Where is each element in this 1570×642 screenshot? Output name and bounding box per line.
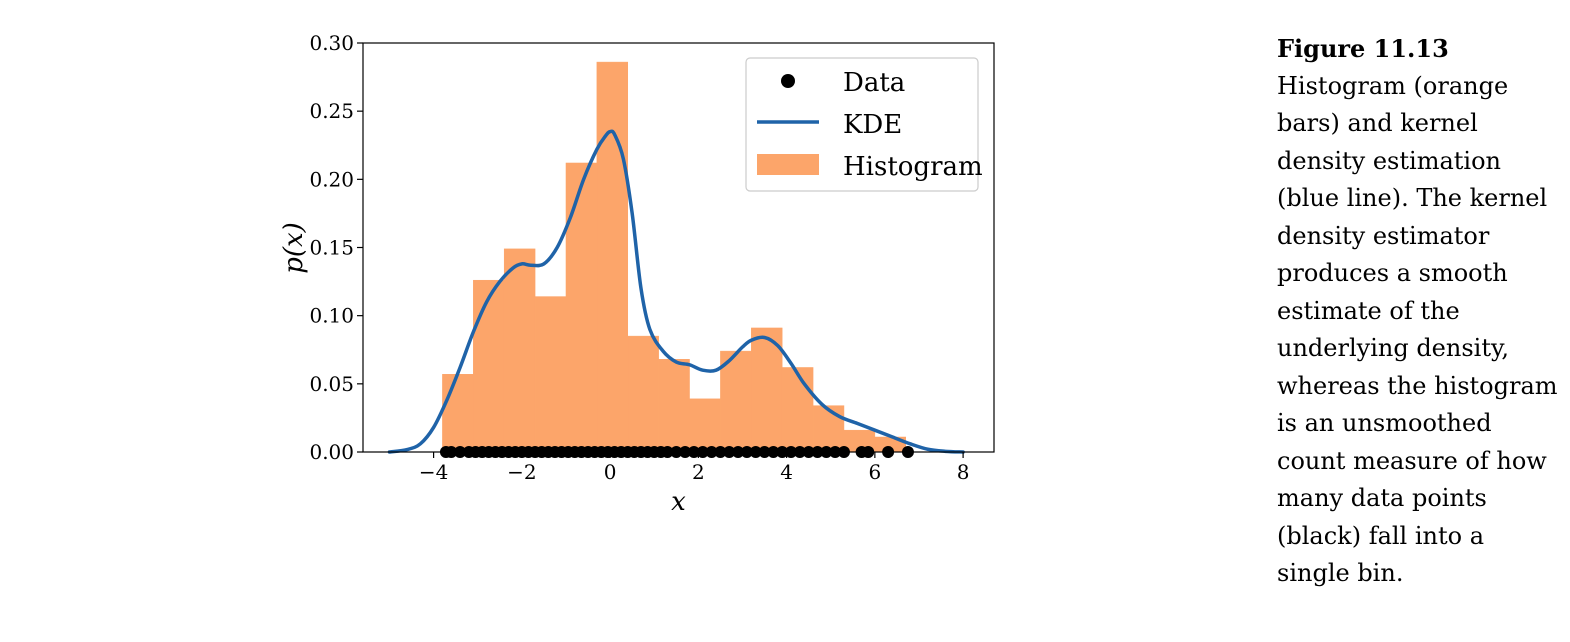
histogram-bar — [503, 248, 536, 453]
figure-number: Figure 11.13 — [1277, 34, 1449, 63]
caption-text: Histogram (orange bars) and kernel densi… — [1277, 71, 1558, 588]
y-axis-label: p(x) — [279, 222, 309, 274]
y-tick-label: 0.15 — [309, 236, 354, 260]
y-tick-label: 0.30 — [309, 31, 354, 55]
x-tick-label: 0 — [604, 460, 617, 484]
legend: Data KDE Histogram — [745, 57, 983, 192]
kde-line — [387, 129, 965, 454]
x-tick-label: 2 — [692, 460, 705, 484]
figure-caption: Figure 11.13 Histogram (orange bars) and… — [1277, 30, 1562, 593]
histogram-bar — [596, 61, 629, 453]
histogram-bar — [658, 359, 690, 453]
histogram-bar — [534, 296, 567, 453]
histogram-bar — [781, 367, 814, 453]
histogram-bar — [565, 162, 598, 453]
x-tick-label: 6 — [868, 460, 881, 484]
histogram-bar — [720, 350, 752, 453]
x-tick-label: −4 — [419, 460, 448, 484]
legend-data-label: Data — [843, 68, 905, 98]
y-tick-label: 0.20 — [309, 167, 354, 191]
histogram-bar — [627, 335, 659, 453]
x-tick-label: −2 — [507, 460, 536, 484]
legend-kde-label: KDE — [843, 110, 902, 140]
legend-histogram-label: Histogram — [843, 152, 983, 182]
x-axis-ticks: −4 −2 0 2 4 6 8 — [419, 452, 970, 484]
y-tick-label: 0.05 — [309, 372, 354, 396]
x-axis-label: x — [671, 487, 686, 517]
histogram-bar — [689, 398, 721, 453]
histogram-bar — [812, 405, 845, 453]
y-tick-label: 0.00 — [309, 440, 354, 464]
histogram-bar — [473, 279, 505, 453]
legend-histogram-marker — [757, 154, 819, 175]
y-tick-label: 0.25 — [309, 99, 354, 123]
histogram-bar — [442, 374, 474, 453]
y-axis-ticks: 0.00 0.05 0.10 0.15 0.20 0.25 0.30 — [309, 31, 363, 464]
legend-data-marker — [781, 74, 795, 88]
y-tick-label: 0.10 — [309, 304, 354, 328]
x-tick-label: 8 — [957, 460, 970, 484]
x-tick-label: 4 — [780, 460, 793, 484]
